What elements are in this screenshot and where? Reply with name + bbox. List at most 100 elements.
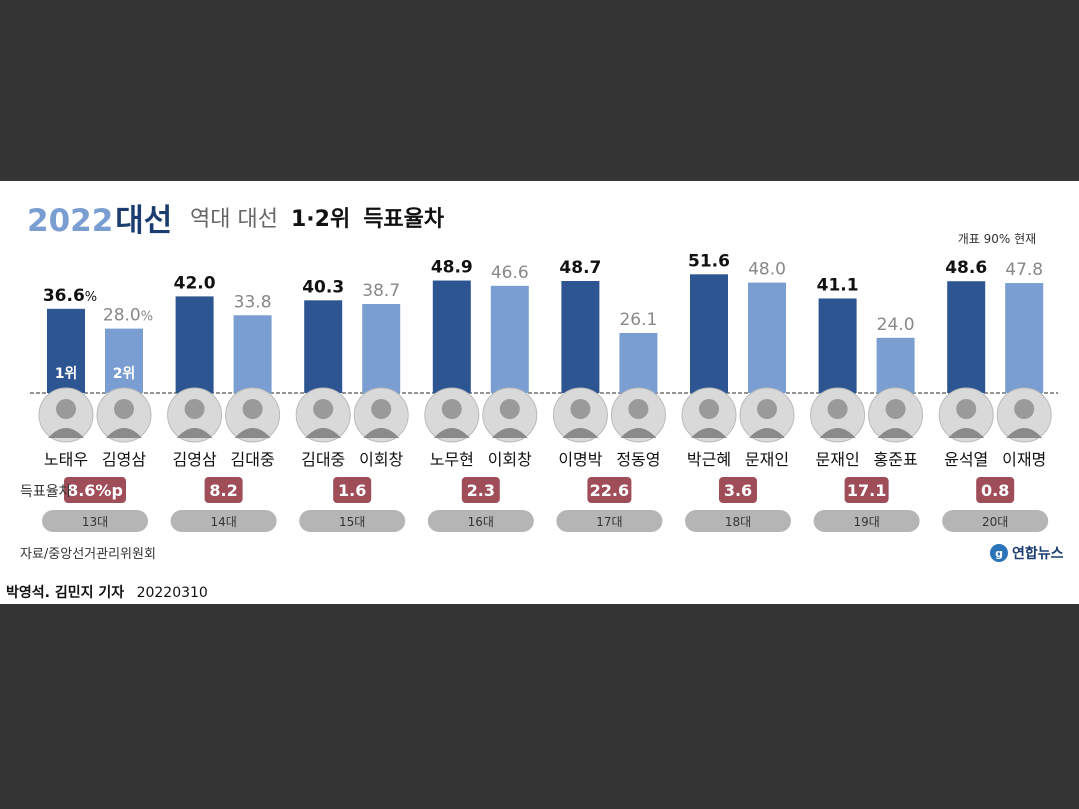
- bar-first-6: [818, 298, 857, 393]
- gap-badge-5: [719, 477, 757, 503]
- bar-second-2: [362, 303, 401, 393]
- rank-label-first: 1위: [55, 366, 78, 382]
- title-topic-text: 대선: [115, 203, 172, 239]
- value-label-first-5: 51.6: [688, 251, 730, 271]
- subtitle-suffix: 득표율차: [363, 207, 445, 232]
- election-pill-5: [685, 510, 791, 532]
- source-note: 자료/중앙선거관리위원회: [20, 547, 156, 562]
- candidate-photo-head-6-0: [827, 399, 848, 419]
- candidate-photo-head-6-1: [885, 399, 906, 419]
- election-label-6: 19대: [853, 515, 879, 529]
- brand-logo-glyph: g: [995, 547, 1003, 560]
- election-label-1: 14대: [210, 515, 236, 529]
- bar-first-5: [690, 274, 728, 393]
- candidate-photo-head-5-0: [699, 399, 719, 419]
- publish-date: 20220310: [136, 585, 208, 601]
- gap-badge-2: [333, 477, 372, 503]
- brand-name: 연합뉴스: [1012, 545, 1064, 562]
- candidate-name-4-0: 이명박: [558, 450, 602, 469]
- title-year-text: 2022: [27, 203, 113, 239]
- candidate-name-0-0: 노태우: [44, 450, 88, 469]
- candidate-name-6-1: 홍준표: [874, 450, 918, 469]
- candidate-photo-head-3-0: [441, 399, 462, 419]
- brand-logo: g 연합뉴스: [990, 544, 1064, 562]
- gap-value-4: 22.6: [590, 481, 629, 500]
- candidate-photo-head-7-0: [956, 399, 977, 419]
- candidate-name-4-1: 정동영: [616, 450, 660, 469]
- gap-value-7: 0.8: [981, 481, 1009, 500]
- title-year: 2022대선: [27, 203, 172, 239]
- value-label-second-0: 28.0%: [103, 306, 153, 326]
- election-pill-1: [170, 510, 277, 532]
- gap-badge-0: [64, 477, 126, 503]
- candidate-name-2-1: 이회창: [359, 450, 403, 469]
- gap-value-3: 2.3: [467, 481, 495, 500]
- reporter-names: 박영석. 김민지 기자: [6, 585, 125, 601]
- brand-logo-icon: [990, 544, 1008, 562]
- candidate-photo-body-6-1: [877, 428, 914, 438]
- election-label-5: 18대: [725, 515, 751, 529]
- value-label-first-3: 48.9: [431, 258, 473, 278]
- value-label-first-0: 36.6%: [43, 286, 97, 306]
- election-pill-4: [556, 510, 663, 532]
- candidate-photo-head-0-0: [56, 399, 76, 419]
- candidate-photo-body-7-0: [948, 428, 985, 438]
- candidate-photo-body-3-1: [491, 428, 528, 438]
- value-label-second-3: 46.6: [491, 263, 529, 283]
- gap-badge-3: [461, 477, 500, 503]
- election-pill-3: [427, 510, 534, 532]
- candidate-photo-head-2-1: [371, 399, 392, 419]
- value-label-first-4: 48.7: [559, 258, 601, 278]
- candidate-photo-head-5-1: [757, 399, 777, 419]
- value-label-second-6: 24.0: [877, 315, 915, 335]
- candidate-name-7-1: 이재명: [1002, 450, 1046, 469]
- bar-first-2: [304, 300, 343, 393]
- bar-first-7: [947, 281, 986, 393]
- candidate-photo-body-4-1: [620, 428, 657, 438]
- value-label-first-1: 42.0: [174, 273, 216, 293]
- value-label-first-7: 48.6: [945, 258, 987, 278]
- bar-second-1: [233, 315, 272, 393]
- candidate-photo-body-2-1: [363, 428, 400, 438]
- subtitle: 역대 대선 1·2위 득표율차: [190, 207, 445, 232]
- value-label-second-4: 26.1: [619, 310, 657, 330]
- candidate-photo-body-1-1: [234, 428, 271, 438]
- candidate-name-3-1: 이회창: [488, 450, 532, 469]
- candidate-photo-head-4-1: [628, 399, 649, 419]
- candidate-photo-body-6-0: [819, 428, 856, 438]
- candidate-photo-head-1-1: [242, 399, 263, 419]
- election-label-3: 16대: [468, 515, 494, 529]
- candidate-photo-head-2-0: [313, 399, 334, 419]
- election-label-4: 17대: [596, 515, 622, 529]
- gap-value-2: 1.6: [338, 481, 366, 500]
- candidate-name-1-1: 김대중: [231, 450, 275, 469]
- value-label-second-7: 47.8: [1005, 260, 1043, 280]
- gap-row-label: 득표율차: [20, 484, 72, 500]
- credit-strip: [0, 574, 1079, 604]
- candidate-name-7-0: 윤석열: [944, 450, 988, 469]
- value-label-second-1: 33.8: [234, 292, 272, 312]
- rank-label-second: 2위: [113, 366, 136, 382]
- election-label-0: 13대: [82, 515, 108, 529]
- candidate-photo-body-7-1: [1006, 428, 1043, 438]
- bar-first-1: [175, 296, 214, 393]
- candidate-name-3-0: 노무현: [430, 450, 474, 469]
- bar-second-3: [490, 285, 529, 393]
- candidate-name-1-0: 김영삼: [173, 450, 217, 469]
- value-label-first-2: 40.3: [302, 277, 344, 297]
- bar-second-5: [748, 282, 786, 393]
- gap-badge-6: [844, 477, 889, 503]
- election-label-7: 20대: [982, 515, 1008, 529]
- candidate-photo-body-1-0: [176, 428, 213, 438]
- candidate-photo-body-5-1: [749, 428, 785, 438]
- candidate-name-6-0: 문재인: [816, 450, 860, 469]
- candidate-photo-head-0-1: [114, 399, 134, 419]
- candidate-photo-body-4-0: [562, 428, 599, 438]
- bar-first-3: [432, 280, 471, 393]
- gap-badge-4: [587, 477, 632, 503]
- candidate-photo-head-1-0: [184, 399, 205, 419]
- candidate-photo-head-3-1: [499, 399, 520, 419]
- candidate-photo-head-4-0: [570, 399, 591, 419]
- election-pill-6: [813, 510, 920, 532]
